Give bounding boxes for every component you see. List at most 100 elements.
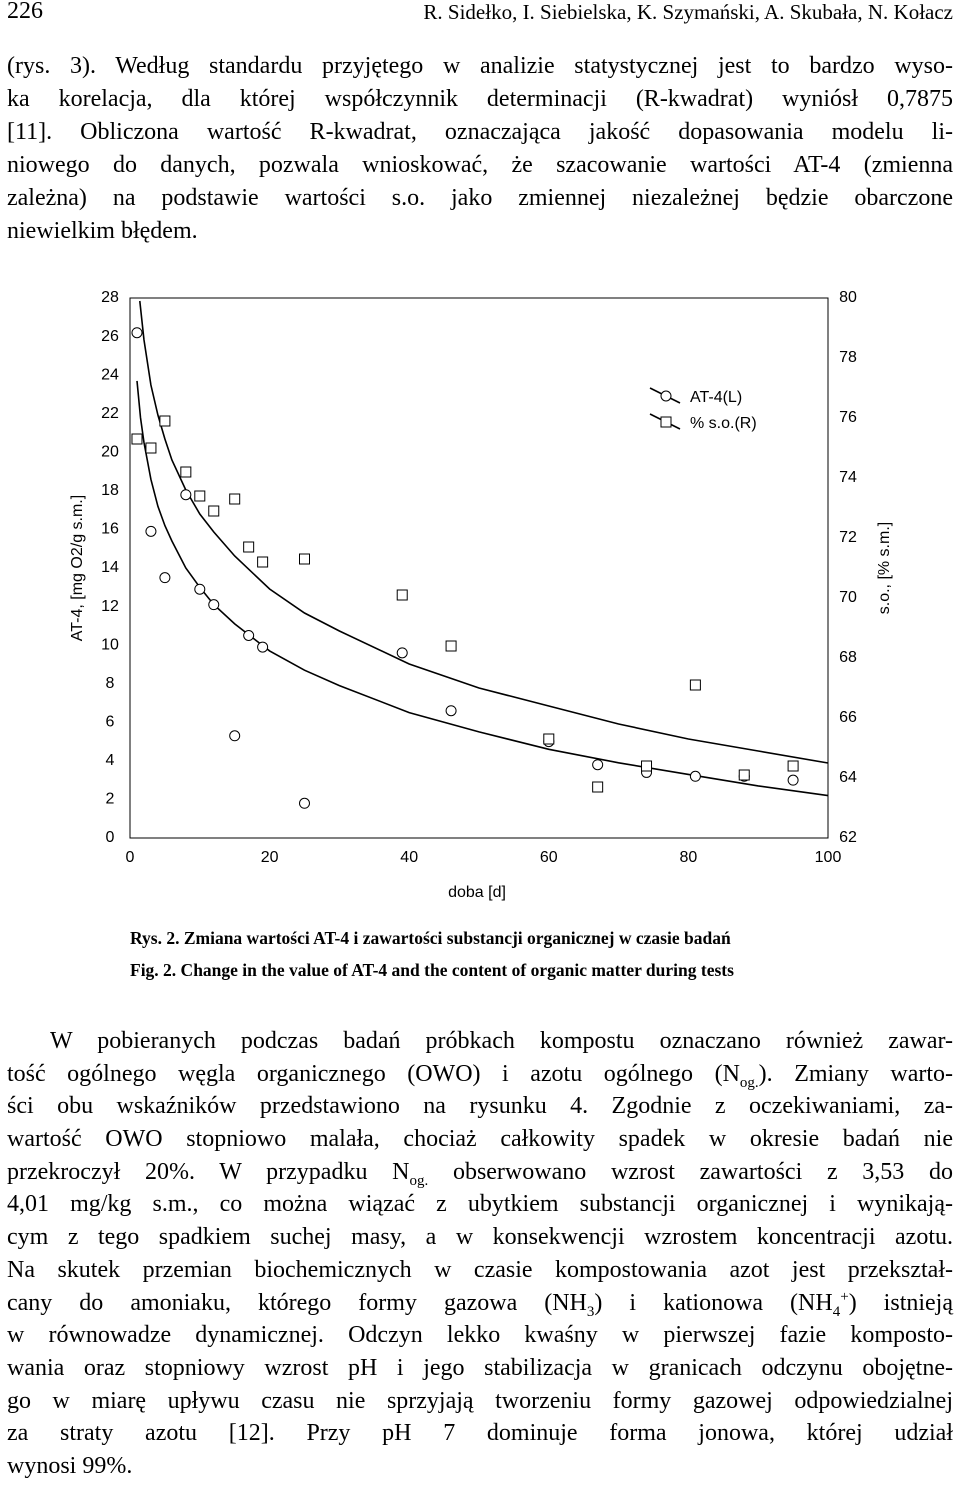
data-point [194, 490, 206, 502]
x-tick-label: 0 [126, 849, 135, 866]
data-point [180, 466, 192, 478]
text-line: niewielkim błędem. [7, 215, 953, 248]
y2-tick-label: 72 [839, 529, 857, 546]
y2-tick-label: 68 [839, 649, 857, 666]
text-line: 4,01 mg/kg s.m., co można wiązać z ubytk… [7, 1188, 953, 1221]
text-line: zależna) na podstawie wartości s.o. jako… [7, 182, 953, 215]
text-run: 4,01 mg/kg s.m., co można wiązać z ubytk… [7, 1191, 953, 1218]
text-run: w równowadze dynamicznej. Odczyn lekko k… [7, 1322, 953, 1349]
data-point [738, 769, 750, 781]
y2-tick-label: 64 [839, 769, 857, 786]
y2-axis-label: s.o., [% s.m.] [876, 522, 893, 614]
data-point [641, 760, 653, 772]
legend-marker [660, 390, 672, 402]
data-point [194, 583, 206, 595]
subscript: 4 [832, 1303, 841, 1320]
text-line: tość ogólnego węgla organicznego (OWO) i… [7, 1058, 953, 1091]
y-axis-label: AT-4, [mg O2/g s.m.] [69, 495, 86, 641]
plot: 0246810121416182022242628626466687072747… [69, 289, 893, 901]
paragraph: (rys. 3). Według standardu przyjętego w … [7, 50, 953, 248]
y-tick-label: 8 [106, 675, 115, 692]
text-run: zależna) na podstawie wartości s.o. jako… [7, 185, 953, 211]
text-run: ) i kationowa (NH [594, 1289, 833, 1316]
running-header: R. Sidełko, I. Siebielska, K. Szymański,… [423, 0, 953, 24]
text-line: ści obu wskaźników przedstawiono na rysu… [7, 1090, 953, 1123]
text-run: wania oraz stopniowy wzrost pH i jego st… [7, 1354, 953, 1381]
text-run: cany do amoniaku, którego formy gazowa (… [7, 1289, 587, 1316]
y-tick-label: 26 [101, 328, 119, 345]
text-line: niowego do danych, pozwala wnioskować, ż… [7, 149, 953, 182]
y-tick-label: 4 [106, 752, 115, 769]
data-point [787, 760, 799, 772]
text-run: ). Zmiany warto- [758, 1060, 953, 1087]
y2-tick-label: 66 [839, 709, 857, 726]
plot-frame [129, 297, 829, 839]
x-tick-label: 20 [261, 849, 279, 866]
y-tick-label: 20 [101, 444, 119, 461]
data-point [445, 640, 457, 652]
text-run: W pobieranych podczas badań próbkach kom… [50, 1028, 953, 1054]
data-point [131, 327, 143, 339]
data-point [243, 630, 255, 641]
text-run: przekroczył 20%. W przypadku N [7, 1158, 410, 1185]
superscript: + [840, 1288, 849, 1305]
data-point [229, 730, 241, 742]
y-tick-label: 22 [101, 405, 119, 422]
x-tick-label: 80 [680, 849, 698, 866]
subscript: og. [409, 1172, 429, 1189]
data-point [299, 797, 310, 809]
y-tick-label: 12 [101, 598, 119, 615]
x-tick-label: 40 [400, 849, 418, 866]
y-tick-label: 6 [106, 714, 115, 731]
data-point [131, 433, 143, 445]
data-point [592, 781, 604, 793]
page-number: 226 [7, 0, 43, 24]
y-tick-label: 16 [101, 521, 119, 538]
data-point [445, 705, 457, 717]
legend-label: AT-4(L) [690, 389, 742, 406]
text-run: za straty azotu [12]. Przy pH 7 dominuje… [7, 1420, 953, 1447]
data-point [299, 553, 310, 565]
text-line: przekroczył 20%. W przypadku Nog. obserw… [7, 1156, 953, 1189]
subscript: 3 [586, 1303, 595, 1320]
legend-marker [660, 416, 672, 428]
data-point [257, 641, 269, 653]
fit-curve [139, 300, 829, 764]
y-tick-label: 0 [106, 829, 115, 846]
data-point [145, 442, 157, 454]
text-run: [11]. Obliczona wartość R-kwadrat, oznac… [7, 119, 953, 145]
y2-tick-label: 76 [839, 409, 857, 426]
fit-curve [136, 380, 829, 797]
x-axis-label: doba [d] [448, 884, 506, 901]
y2-tick-label: 78 [839, 349, 857, 366]
y2-tick-label: 62 [839, 829, 857, 846]
text-run: Na skutek przemian biochemicznych w czas… [7, 1256, 953, 1283]
data-point [689, 770, 701, 782]
data-point [543, 733, 555, 745]
text-line: cym z tego spadkiem suchej masy, a w kon… [7, 1221, 953, 1254]
data-point [396, 589, 408, 601]
text-line: w równowadze dynamicznej. Odczyn lekko k… [7, 1319, 953, 1352]
figure-caption: Rys. 2. Zmiana wartości AT-4 i zawartośc… [130, 928, 731, 948]
text-run: niowego do danych, pozwala wnioskować, ż… [7, 152, 953, 178]
chart: 0246810121416182022242628626466687072747… [69, 289, 893, 901]
data-point [145, 525, 157, 537]
data-point [229, 493, 241, 505]
y-tick-label: 10 [101, 636, 119, 653]
text-run: (rys. 3). Według standardu przyjętego w … [7, 53, 953, 79]
x-tick-label: 60 [540, 849, 558, 866]
text-run: niewielkim błędem. [7, 218, 198, 244]
x-tick-label: 100 [815, 849, 842, 866]
y-tick-label: 2 [106, 791, 115, 808]
text-run: obserwowano wzrost zawartości z 3,53 do [428, 1158, 953, 1185]
y2-tick-label: 70 [839, 589, 857, 606]
figure-caption-en: Fig. 2. Change in the value of AT-4 and … [130, 960, 734, 980]
y-tick-label: 18 [101, 482, 119, 499]
subscript: og. [739, 1074, 759, 1091]
text-run: go w miarę upływu czasu nie sprzyjają tw… [7, 1387, 953, 1414]
data-point [592, 759, 604, 771]
text-run: wynosi 99%. [7, 1452, 133, 1479]
data-point [396, 647, 408, 659]
text-line: wartość OWO stopniowo malała, chociaż ca… [7, 1123, 953, 1156]
